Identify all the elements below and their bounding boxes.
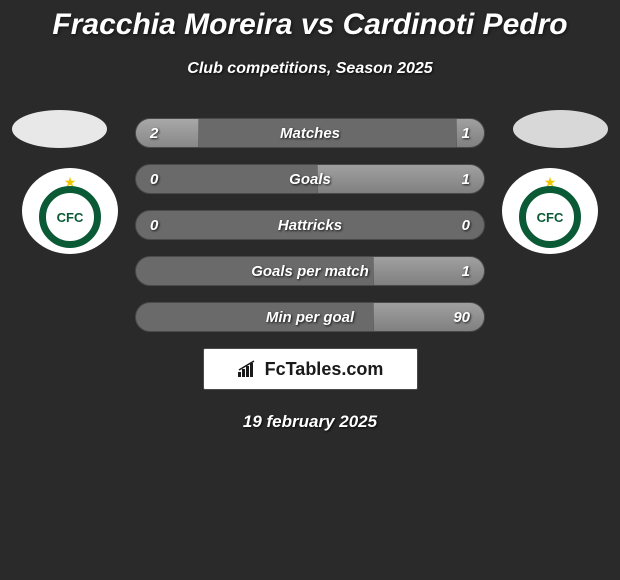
brand-text: FcTables.com <box>265 359 384 380</box>
page-title: Fracchia Moreira vs Cardinoti Pedro <box>0 0 620 42</box>
player-right-avatar <box>513 110 608 148</box>
stat-label: Hattricks <box>136 211 484 239</box>
stat-label: Matches <box>136 119 484 147</box>
stat-row: 21Matches <box>135 118 485 148</box>
club-badge-right: ★ CFC <box>502 168 598 254</box>
stat-label: Goals per match <box>136 257 484 285</box>
stat-label: Min per goal <box>136 303 484 331</box>
brand-box: FcTables.com <box>203 348 418 390</box>
footer-date: 19 february 2025 <box>0 412 620 432</box>
stat-row: 90Min per goal <box>135 302 485 332</box>
club-badge-left: ★ CFC <box>22 168 118 254</box>
club-initials-left: CFC <box>57 211 84 224</box>
stat-label: Goals <box>136 165 484 193</box>
stat-row: 00Hattricks <box>135 210 485 240</box>
stat-bars: 21Matches 01Goals 00Hattricks 1Goals per ma… <box>135 118 485 332</box>
chart-icon <box>237 360 259 378</box>
stat-row: 1Goals per match <box>135 256 485 286</box>
player-left-avatar <box>12 110 107 148</box>
page-subtitle: Club competitions, Season 2025 <box>0 60 620 78</box>
stat-row: 01Goals <box>135 164 485 194</box>
club-initials-right: CFC <box>537 211 564 224</box>
comparison-panel: ★ CFC ★ CFC 21Matches 01Goals 00Hattricks 1… <box>0 118 620 432</box>
